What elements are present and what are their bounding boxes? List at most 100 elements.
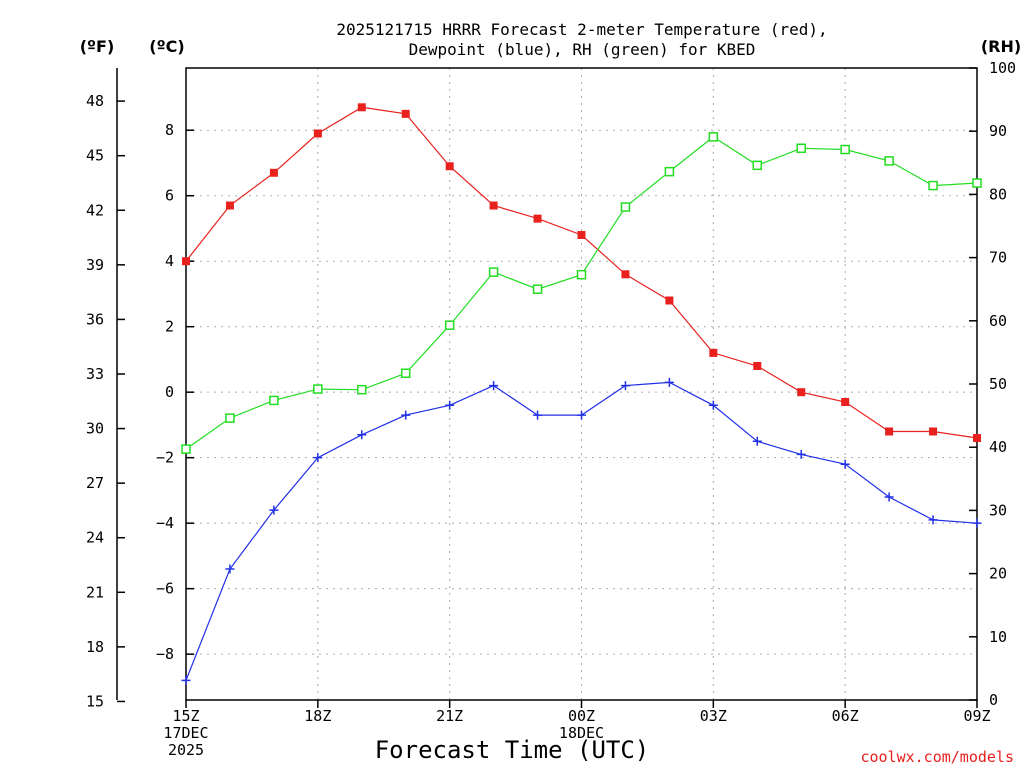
series-point-relative-humidity	[357, 384, 367, 395]
series-point-dewpoint	[181, 675, 191, 685]
rh-axis: 0 10 20 30 40 50 60 70 80 90 100	[969, 59, 1016, 709]
rh-tick-label: 40	[989, 438, 1007, 456]
series-point-dewpoint	[620, 381, 630, 391]
rh-tick-label: 90	[989, 122, 1007, 140]
series-point-dewpoint	[928, 515, 938, 525]
series-point-relative-humidity	[488, 267, 499, 277]
series-point-dewpoint	[577, 410, 586, 420]
series-point-relative-humidity	[313, 384, 323, 394]
series-point-temperature	[401, 109, 410, 118]
x-axis-label: Forecast Time (UTC)	[375, 736, 650, 764]
series-point-relative-humidity	[972, 178, 982, 188]
celsius-tick-label: 4	[165, 252, 174, 270]
series-point-relative-humidity	[400, 368, 411, 379]
series-point-dewpoint	[357, 430, 367, 440]
series-point-relative-humidity	[576, 269, 587, 280]
time-tick-label: 09Z	[963, 707, 990, 725]
celsius-tick-label: −4	[156, 514, 174, 532]
series-point-temperature	[182, 257, 190, 266]
celsius-tick-label: 6	[165, 187, 174, 205]
series-point-temperature	[885, 427, 894, 436]
series-point-temperature	[577, 231, 586, 240]
celsius-tick-label: 0	[165, 383, 174, 401]
fahrenheit-unit-label: (ºF)	[80, 37, 115, 56]
series-point-dewpoint	[313, 453, 323, 463]
rh-tick-label: 0	[989, 691, 998, 709]
series-point-dewpoint	[401, 410, 411, 420]
fahrenheit-tick-label: 24	[86, 529, 104, 547]
series-point-temperature	[973, 434, 981, 443]
time-tick-label: 18DEC	[559, 724, 604, 742]
rh-tick-label: 30	[989, 501, 1007, 519]
fahrenheit-tick-label: 18	[86, 638, 104, 656]
rh-tick-label: 80	[989, 185, 1007, 203]
celsius-tick-label: −8	[156, 645, 174, 663]
time-tick-label: 18Z	[304, 707, 331, 725]
series-point-temperature	[621, 270, 630, 279]
fahrenheit-tick-label: 36	[86, 310, 104, 328]
fahrenheit-tick-label: 30	[86, 420, 104, 438]
series-point-dewpoint	[489, 381, 499, 391]
chart-title-line-2: Dewpoint (blue), RH (green) for KBED	[409, 40, 756, 59]
series-point-temperature	[489, 201, 498, 210]
series-point-relative-humidity	[796, 143, 806, 154]
series-point-temperature	[665, 296, 674, 305]
series-point-temperature	[225, 201, 234, 210]
time-tick-label: 03Z	[700, 707, 727, 725]
series-point-temperature	[357, 103, 366, 112]
fahrenheit-axis: 15 18 21 24 27 30 33 36 39 42 45 48	[86, 92, 125, 710]
celsius-tick-label: 8	[165, 121, 174, 139]
fahrenheit-tick-label: 39	[86, 256, 104, 274]
rh-tick-label: 20	[989, 565, 1007, 583]
series-layer	[181, 103, 982, 685]
fahrenheit-tick-label: 21	[86, 583, 104, 601]
series-point-temperature	[533, 214, 542, 223]
series-point-dewpoint	[533, 410, 543, 420]
time-tick-label: 21Z	[436, 707, 463, 725]
rh-tick-label: 50	[989, 375, 1007, 393]
rh-tick-label: 100	[989, 59, 1016, 77]
series-point-relative-humidity	[225, 413, 235, 423]
time-tick-label: 00Z	[568, 707, 595, 725]
series-point-temperature	[753, 361, 762, 370]
fahrenheit-tick-label: 45	[86, 147, 104, 165]
series-point-dewpoint	[840, 459, 850, 469]
series-point-relative-humidity	[708, 132, 719, 142]
celsius-tick-label: 2	[165, 318, 174, 336]
series-point-dewpoint	[884, 492, 894, 502]
series-point-relative-humidity	[620, 202, 631, 212]
series-point-temperature	[709, 348, 718, 357]
series-point-relative-humidity	[181, 444, 191, 454]
celsius-tick-label: −2	[156, 449, 174, 467]
series-point-relative-humidity	[532, 284, 543, 294]
series-point-dewpoint	[972, 518, 982, 528]
series-point-dewpoint	[225, 564, 235, 574]
celsius-axis: −8 −6 −4 −2 0 2 4 6 8	[156, 121, 194, 663]
rh-unit-label: (RH)	[981, 37, 1021, 56]
rh-tick-label: 10	[989, 628, 1007, 646]
fahrenheit-tick-label: 33	[86, 365, 104, 383]
fahrenheit-tick-label: 42	[86, 201, 104, 219]
series-point-dewpoint	[708, 400, 718, 410]
series-point-relative-humidity	[928, 180, 938, 191]
time-tick-label: 15Z	[172, 707, 199, 725]
series-point-dewpoint	[445, 400, 455, 410]
series-point-temperature	[445, 162, 454, 171]
series-point-temperature	[269, 168, 278, 177]
grid-lines	[186, 68, 977, 700]
series-point-dewpoint	[269, 505, 279, 515]
series-point-temperature	[797, 388, 806, 397]
time-tick-label: 17DEC	[163, 724, 208, 742]
series-point-relative-humidity	[664, 166, 675, 177]
series-point-temperature	[841, 398, 850, 407]
time-tick-label: 06Z	[832, 707, 859, 725]
series-point-relative-humidity	[884, 156, 894, 166]
series-point-dewpoint	[752, 436, 762, 446]
source-credit: coolwx.com/models	[860, 748, 1014, 766]
series-point-relative-humidity	[269, 395, 279, 406]
series-point-temperature	[313, 129, 322, 138]
fahrenheit-tick-label: 48	[86, 92, 104, 110]
series-point-dewpoint	[664, 377, 674, 387]
rh-tick-label: 60	[989, 312, 1007, 330]
